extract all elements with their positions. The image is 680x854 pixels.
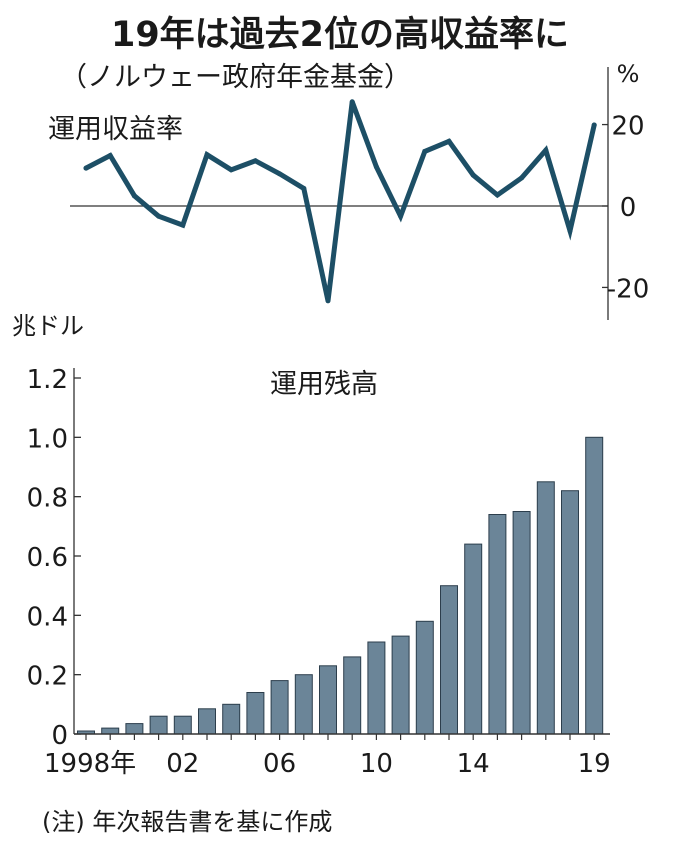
aum-bar [246, 692, 265, 735]
bar-y-tick-label: 0.2 [27, 662, 68, 692]
aum-bar [294, 674, 313, 735]
aum-bar [319, 665, 337, 735]
line-series-label: 運用収益率 [48, 114, 183, 145]
bar-x-tick-label: 02 [166, 749, 199, 779]
bar-chart-plot [74, 436, 610, 735]
return-rate-point [446, 138, 452, 144]
return-rate-point [519, 175, 525, 181]
aum-bar [367, 641, 386, 735]
chart-subtitle: （ノルウェー政府年金基金） [60, 62, 411, 93]
bar-y-tick-label: 0.8 [27, 484, 68, 514]
return-rate-point [422, 148, 428, 154]
return-rate-line [83, 100, 597, 302]
aum-bar [222, 703, 241, 735]
bar-x-tick-label: 14 [457, 749, 490, 779]
line-chart-plot [70, 99, 608, 304]
aum-bar [125, 723, 144, 735]
bar-y-tick-label: 0.4 [27, 602, 68, 632]
bar-chart-x-axis: 1998年 02 06 10 14 19 [44, 734, 611, 779]
return-rate-point [494, 192, 500, 198]
return-rate-point [277, 171, 283, 177]
line-y-tick-label: 0 [620, 193, 637, 223]
bar-chart-y-axis: 0 0.2 0.4 0.6 0.8 1.0 1.2 [27, 365, 81, 751]
return-rate-point [470, 172, 476, 178]
aum-bar [343, 656, 362, 735]
bar-y-tick-label: 0.6 [27, 543, 68, 573]
bar-y-tick-label: 1.2 [27, 365, 68, 395]
bar-x-tick-label: 19 [578, 749, 611, 779]
return-rate-point [373, 164, 379, 170]
aum-bar [270, 680, 289, 735]
bar-x-tick-label: 1998年 [44, 749, 136, 779]
aum-bar [149, 715, 168, 735]
bar-x-tick-label: 10 [360, 749, 393, 779]
aum-bar [198, 708, 216, 735]
return-rate-point [543, 147, 549, 153]
bar-y-tick-label: 1.0 [27, 424, 68, 454]
source-note: (注) 年次報告書を基に作成 [42, 808, 333, 836]
aum-bar [415, 620, 434, 735]
return-rate-point [349, 99, 355, 105]
aum-bar [464, 543, 483, 735]
aum-bar [101, 727, 120, 735]
chart-title: 19年は過去2位の高収益率に [110, 15, 570, 55]
aum-bar [585, 436, 604, 735]
aum-bar [173, 715, 192, 735]
line-y-tick-label: 20 [611, 112, 644, 142]
aum-bar [536, 481, 555, 735]
line-chart-unit: % [617, 60, 640, 88]
return-rate-point [228, 167, 234, 173]
aum-bar [440, 585, 458, 735]
aum-bar [512, 511, 531, 735]
return-rate-point [591, 122, 597, 128]
line-y-tick-label: -20 [607, 274, 649, 304]
bar-series-label: 運用残高 [270, 369, 378, 400]
return-rate-point [567, 228, 573, 234]
bar-y-tick-label: 0 [51, 721, 68, 751]
return-rate-point [252, 158, 258, 164]
return-rate-point [180, 222, 186, 228]
return-rate-point [325, 298, 331, 304]
return-rate-point [301, 185, 307, 191]
line-chart-y-axis: 20 0 -20 [602, 67, 649, 320]
return-rate-point [398, 213, 404, 219]
aum-bar [391, 635, 410, 735]
return-rate-point [131, 193, 137, 199]
return-rate-point [107, 153, 113, 159]
return-rate-point [156, 213, 162, 219]
bar-x-tick-label: 06 [263, 749, 296, 779]
return-rate-point [83, 165, 89, 171]
aum-bar [561, 490, 579, 735]
aum-bar [488, 514, 507, 735]
bar-chart-unit: 兆ドル [12, 312, 84, 340]
return-rate-point [204, 152, 210, 158]
